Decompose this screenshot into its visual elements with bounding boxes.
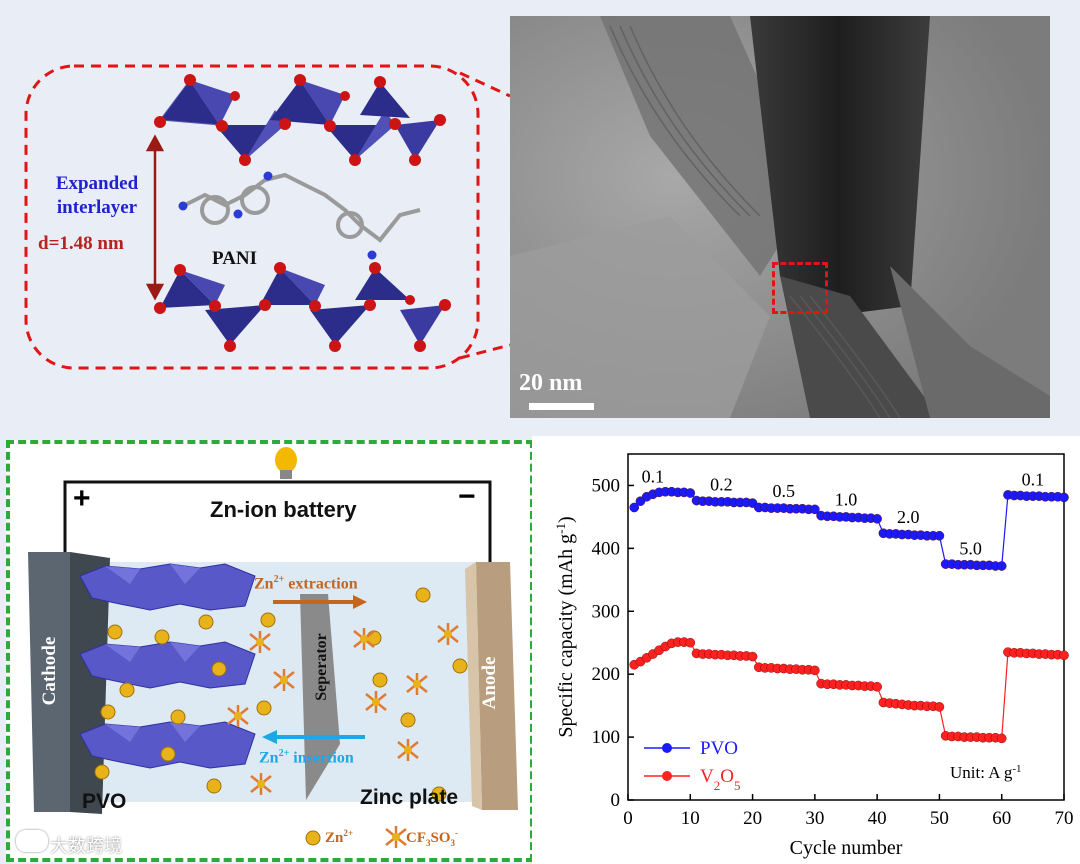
legend-pvo-label: PVO	[700, 738, 738, 759]
data-point-pvo	[934, 530, 945, 541]
zn-ions	[94, 587, 468, 802]
y-axis-label-sup: -1	[553, 523, 568, 534]
battery-drawing	[28, 447, 518, 848]
plot-frame	[627, 453, 1065, 801]
anode-electrode	[476, 562, 518, 810]
data-point-v2o5	[934, 702, 945, 712]
anode-label: Anode	[479, 656, 500, 710]
rate-label: 0.1	[1022, 469, 1045, 489]
legend-v2o5-label: V2O5	[700, 766, 740, 793]
minus-terminal: −	[458, 480, 476, 513]
zinc-plate-label: Zinc plate	[360, 786, 459, 809]
x-axis-label: Cycle number	[790, 837, 903, 859]
data-point-v2o5	[685, 637, 696, 648]
legend-pvo-marker	[662, 743, 672, 753]
tem-scale-label: 20 nm	[519, 370, 583, 396]
legend-v2o5-sub1: 2	[714, 778, 721, 793]
tem-scale-bar	[529, 403, 594, 410]
structure-panel	[24, 64, 510, 370]
legend-zn-label: Zn2+	[325, 828, 353, 846]
rate-label: 0.5	[772, 481, 795, 501]
interlayer-arrow	[145, 134, 165, 301]
rate-label: 0.1	[642, 466, 665, 486]
zoom-line-top	[459, 71, 510, 98]
separator	[300, 594, 340, 800]
y-tick-label: 100	[592, 727, 621, 748]
unit-note-sup: -1	[1012, 763, 1021, 775]
pvo-label: PVO	[82, 790, 127, 813]
data-point-v2o5	[747, 651, 758, 662]
data-point-pvo	[685, 488, 696, 498]
legend-v2o5-marker	[662, 771, 672, 781]
x-tick-label: 40	[868, 808, 887, 829]
data-point-pvo	[872, 513, 882, 524]
triflate-ions	[227, 623, 459, 795]
data-point-pvo	[810, 504, 820, 515]
legend-triflate-marker	[385, 826, 407, 848]
zoom-line-bottom	[459, 343, 510, 360]
cathode-label: Cathode	[39, 636, 60, 706]
data-point-pvo	[629, 502, 640, 513]
data-point-v2o5	[872, 681, 882, 692]
interlayer-label: interlayer	[56, 197, 138, 218]
y-tick-label: 0	[611, 790, 621, 811]
x-tick-label: 60	[992, 808, 1011, 829]
vanadate-layer-top	[154, 74, 446, 166]
d-spacing-label: d=1.48 nm	[38, 233, 124, 254]
pani-label: PANI	[212, 248, 258, 269]
x-tick-label: 50	[930, 808, 949, 829]
extraction-label: Zn2+ extraction	[254, 574, 358, 593]
x-tick-label: 30	[805, 808, 824, 829]
legend-zn-marker	[305, 830, 321, 846]
pani-molecule	[184, 172, 421, 243]
extraction-arrow	[273, 595, 367, 609]
x-tick-label: 20	[743, 808, 762, 829]
data-point-pvo	[996, 561, 1007, 571]
y-axis-label-end: )	[555, 516, 577, 523]
tem-zoom-box	[772, 262, 828, 314]
data-point-pvo	[1059, 492, 1069, 503]
watermark-icon	[16, 830, 48, 852]
y-axis-label: Specific capacity (mAh g-1)	[553, 516, 578, 737]
legend-v2o5-v: V	[700, 766, 714, 787]
insertion-arrow	[262, 730, 365, 744]
rate-label: 0.2	[710, 474, 733, 494]
unit-note: Unit: A g-1	[950, 763, 1022, 782]
vanadate-layer-bottom	[154, 262, 451, 352]
tem-texture	[510, 16, 1050, 418]
insertion-label: Zn2+ insertion	[259, 748, 354, 767]
y-tick-label: 500	[592, 475, 621, 496]
watermark: 大数跨境	[50, 836, 122, 857]
tem-image	[510, 16, 1050, 418]
x-tick-label: 0	[623, 808, 633, 829]
lightbulb-icon	[275, 447, 297, 479]
y-tick-label: 400	[592, 538, 621, 559]
y-axis-label-main: Specific capacity (mAh g	[555, 534, 577, 738]
data-point-v2o5	[996, 733, 1007, 744]
zoom-dashed-box	[24, 64, 480, 370]
legend-v2o5-o: O	[720, 766, 734, 787]
y-tick-label: 200	[592, 664, 621, 685]
rate-chart: 0 10 20 30 40 50 60 70 0 100 200 300 400 500 Cycle num…	[553, 453, 1074, 859]
x-tick-label: 10	[681, 808, 700, 829]
pvo-layers	[79, 563, 256, 769]
data-point-v2o5	[1059, 650, 1069, 661]
cathode-electrode	[28, 552, 70, 812]
y-tick-label: 300	[592, 601, 621, 622]
rate-label: 2.0	[897, 507, 920, 527]
expanded-label: Expanded	[55, 173, 139, 194]
rate-label: 1.0	[835, 490, 858, 510]
x-tick-label: 70	[1055, 808, 1074, 829]
separator-label: Seperator	[313, 633, 330, 701]
plus-terminal: +	[73, 482, 91, 515]
unit-note-main: Unit: A g	[950, 763, 1013, 782]
battery-title: Zn-ion battery	[210, 497, 357, 522]
legend-v2o5-sub2: 5	[734, 778, 741, 793]
rate-label: 5.0	[959, 539, 982, 559]
legend-triflate-label: CF3SO3-	[406, 828, 459, 848]
data-point-v2o5	[810, 665, 820, 676]
